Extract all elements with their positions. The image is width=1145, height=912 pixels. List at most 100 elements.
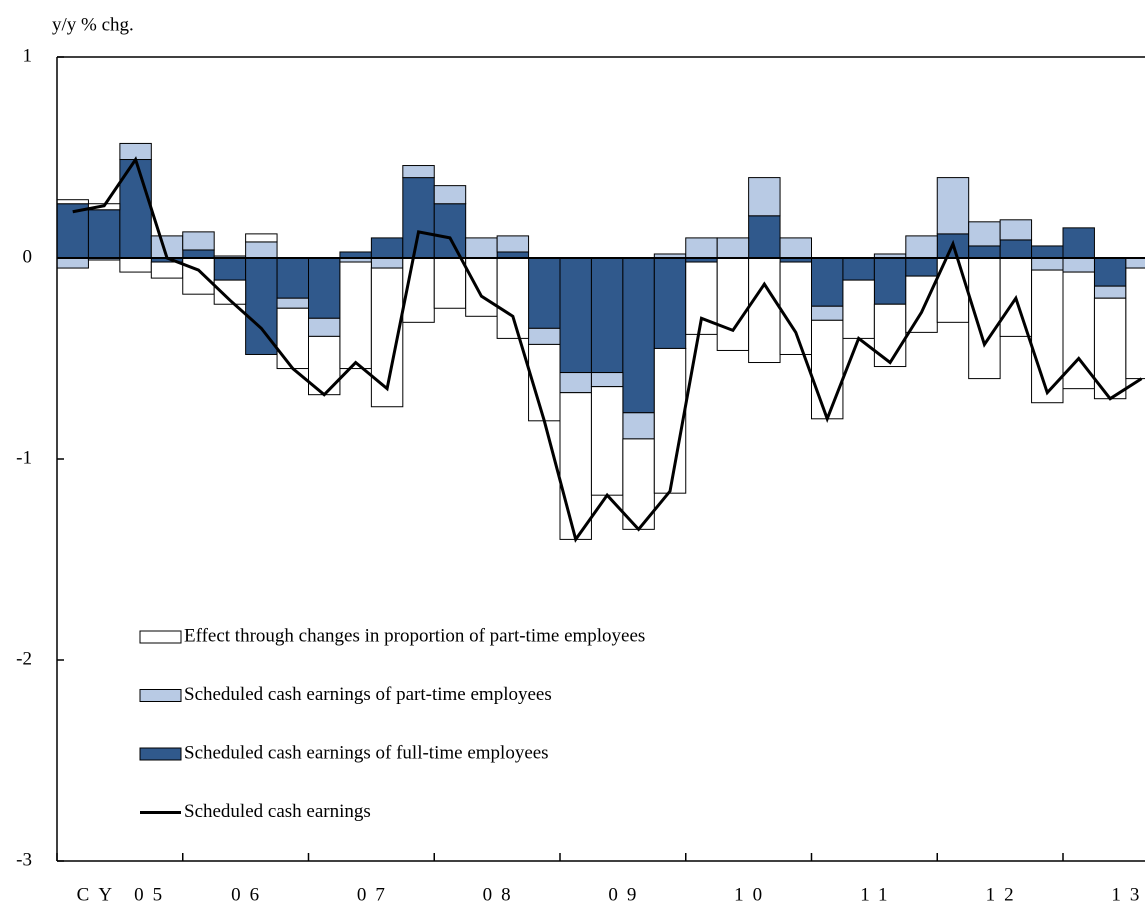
bar <box>150 261 184 279</box>
bar <box>56 203 89 259</box>
bar <box>1031 245 1064 259</box>
bar <box>936 177 970 235</box>
x-tick-label: 11 <box>860 884 896 905</box>
bar <box>1093 285 1127 299</box>
bar <box>245 241 278 259</box>
bar <box>87 209 121 259</box>
bar <box>182 257 215 295</box>
x-tick-label: 10 <box>734 884 771 905</box>
bar <box>182 231 215 251</box>
x-tick-label: 13 <box>1111 884 1145 905</box>
bar <box>433 257 467 309</box>
legend-swatch <box>139 747 182 761</box>
bar <box>968 257 1001 380</box>
bar <box>119 257 152 273</box>
y-tick-label: -3 <box>16 849 32 870</box>
bar <box>276 257 309 299</box>
bar <box>590 372 624 388</box>
x-tick-label: 07 <box>357 884 394 905</box>
bar <box>779 261 812 355</box>
bar <box>559 392 592 540</box>
bar <box>308 317 341 337</box>
bar <box>528 257 561 329</box>
bar <box>1062 257 1095 273</box>
bar <box>842 279 875 339</box>
bar <box>402 177 435 259</box>
bar <box>1125 257 1145 269</box>
bar <box>465 257 498 317</box>
bar <box>811 257 844 307</box>
bar <box>779 237 812 259</box>
bar <box>213 257 247 281</box>
bar <box>716 237 750 259</box>
bar <box>999 239 1033 259</box>
legend-swatch <box>139 689 182 702</box>
line <box>72 156 1143 543</box>
legend-swatch <box>139 630 182 644</box>
bar <box>685 237 718 259</box>
legend-label: Effect through changes in proportion of … <box>184 625 645 646</box>
bar <box>1031 257 1064 271</box>
bar <box>56 257 89 269</box>
bar <box>245 257 278 355</box>
bar <box>496 235 530 253</box>
bar <box>653 257 687 349</box>
bar <box>748 177 781 217</box>
x-tick-label: CY 05 <box>77 884 171 905</box>
bar <box>1093 297 1127 400</box>
bar <box>748 215 781 259</box>
bar <box>590 386 624 496</box>
bar <box>748 257 781 364</box>
bar <box>370 237 404 259</box>
bar <box>622 412 655 440</box>
y-tick-label: 1 <box>23 45 33 66</box>
y-axis-label: y/y % chg. <box>52 14 134 35</box>
x-tick-label: 09 <box>608 884 645 905</box>
bar <box>999 219 1033 241</box>
bar <box>968 245 1001 259</box>
y-tick-label: -1 <box>16 447 32 468</box>
bar <box>905 257 938 277</box>
bar <box>182 249 215 259</box>
y-tick-label: -2 <box>16 648 32 669</box>
legend-label: Scheduled cash earnings of part-time emp… <box>184 684 552 705</box>
bar <box>905 235 938 259</box>
bar <box>1062 227 1095 259</box>
bar <box>528 327 561 345</box>
bar <box>433 185 467 205</box>
bar <box>811 305 844 321</box>
bar <box>276 297 309 309</box>
x-tick-label: 08 <box>483 884 520 905</box>
bar <box>339 261 372 370</box>
bar <box>308 257 341 319</box>
bar <box>716 257 750 351</box>
bar <box>465 237 498 259</box>
bar <box>559 372 592 394</box>
bar <box>968 221 1001 247</box>
bar <box>56 199 89 205</box>
bar <box>402 165 435 179</box>
bar <box>433 203 467 259</box>
bar <box>1125 267 1145 380</box>
x-tick-label: 06 <box>231 884 268 905</box>
bar <box>811 319 844 420</box>
legend-label: Scheduled cash earnings <box>184 801 371 822</box>
y-tick-label: 0 <box>23 246 33 267</box>
bar <box>370 257 404 269</box>
x-tick-label: 12 <box>986 884 1023 905</box>
bar <box>905 275 938 333</box>
legend-label: Scheduled cash earnings of full-time emp… <box>184 742 549 763</box>
bar <box>842 257 875 281</box>
bar <box>873 303 907 368</box>
bar <box>653 347 687 494</box>
bar <box>496 257 530 339</box>
bar <box>528 343 561 422</box>
bar <box>1093 257 1127 287</box>
bar <box>590 257 624 374</box>
bar <box>559 257 592 374</box>
bar <box>276 307 309 370</box>
bar <box>245 233 278 243</box>
bar <box>873 257 907 305</box>
